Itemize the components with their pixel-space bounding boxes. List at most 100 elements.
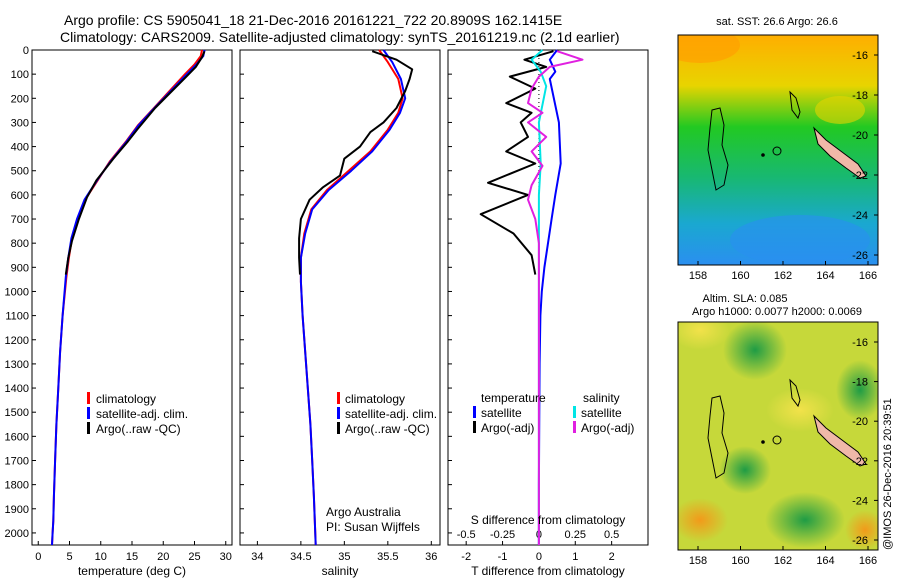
depth-tick-label: 1800 [5, 480, 29, 492]
x-tick-label: 34.5 [290, 551, 311, 563]
legend-label-s-argo: Argo(-adj) [581, 421, 634, 435]
depth-tick-label: 1900 [5, 504, 29, 516]
depth-tick-label: 1000 [5, 286, 29, 298]
map-y-tick-label: -24 [852, 495, 868, 507]
series-line-climatology [299, 49, 404, 546]
x-tick-label: 15 [126, 551, 138, 563]
series-line-satellite-adj-clim [51, 49, 206, 546]
x-tick-label: -1 [498, 551, 508, 563]
legend-label-argo: Argo(..raw -QC) [345, 422, 430, 436]
map-y-tick-label: -20 [852, 130, 868, 142]
difference-plot-frame [447, 49, 649, 546]
salinity-plot-frame [239, 49, 441, 546]
map-y-tick-label: -18 [852, 377, 868, 389]
depth-tick-label: 1500 [5, 407, 29, 419]
depth-tick-label: 600 [11, 190, 29, 202]
x-tick-label: 0 [35, 551, 41, 563]
legend-swatch-s-argo [573, 421, 576, 433]
x-axes: 0 5 10 15 20 25 30 34 34.5 35 35.5 36 -2 -1 0 1 2 -0.5 -0.… [35, 529, 619, 563]
depth-tick-label: 400 [11, 142, 29, 154]
sla-high-patch [678, 498, 728, 542]
legend-swatch-satellite [87, 407, 90, 419]
legend-label-climatology: climatology [96, 392, 156, 406]
argo-position-marker [761, 153, 765, 157]
legend-swatch-s-satellite [573, 406, 576, 418]
salinity-axis-label: salinity [322, 564, 359, 578]
sla-low-patch [723, 322, 787, 380]
difference-series [479, 49, 584, 545]
sla-map-title-line1: Altim. SLA: 0.085 [703, 293, 788, 305]
depth-tick-label: 1200 [5, 335, 29, 347]
x-tick-label-top: 0.25 [565, 529, 586, 541]
map-x-tick-label: 162 [774, 270, 792, 282]
map-y-tick-label: -24 [852, 210, 868, 222]
timestamp-stamp: @IMOS 26-Dec-2016 20:39:51 [882, 398, 894, 550]
map-x-tick-label: 160 [731, 555, 749, 567]
depth-tick-label: 200 [11, 93, 29, 105]
sst-cool-patch [730, 215, 870, 265]
map-x-tick-label: 158 [689, 270, 707, 282]
x-tick-label-top: -0.5 [457, 529, 476, 541]
x-tick-label: 35 [338, 551, 350, 563]
sla-low-patch [836, 360, 878, 420]
temperature-series [51, 49, 206, 546]
sst-map-axes: 158 160 162 164 166 -16 -18 -20 -22 -24 -26 [689, 50, 878, 282]
map-x-tick-label: 162 [774, 555, 792, 567]
series-line-satellite-adj-clim [299, 49, 407, 546]
map-y-tick-label: -26 [852, 250, 868, 262]
legend-swatch-t-satellite [473, 406, 476, 418]
depth-tick-label: 100 [11, 69, 29, 81]
map-y-tick-label: -18 [852, 90, 868, 102]
series-line-argo-raw-qc [298, 50, 414, 275]
argo-position-marker [761, 440, 765, 444]
sst-warm-patch [815, 96, 865, 124]
map-x-tick-label: 164 [816, 270, 834, 282]
legend-label-climatology: climatology [345, 392, 405, 406]
x-tick-label: 5 [66, 551, 72, 563]
x-tick-label: 10 [95, 551, 107, 563]
series-line-satellite [537, 49, 562, 545]
x-tick-label: 35.5 [377, 551, 398, 563]
series-line-argo-adj [527, 50, 584, 545]
legend-swatch-argo [337, 422, 340, 434]
x-tick-label: 36 [425, 551, 437, 563]
depth-tick-label: 0 [23, 45, 29, 57]
depth-tick-label: 1100 [5, 311, 29, 323]
depth-tick-label: 1700 [5, 455, 29, 467]
x-tick-label: 1 [572, 551, 578, 563]
map-x-tick-label: 164 [816, 555, 834, 567]
depth-axis: 0 100 200 300 400 500 600 700 800 900 1000 1100 1200… [5, 45, 452, 540]
x-tick-label: 30 [220, 551, 232, 563]
new-caledonia-land [813, 414, 867, 467]
map-y-tick-label: -20 [852, 416, 868, 428]
depth-tick-label: 1600 [5, 431, 29, 443]
legend-swatch-climatology [337, 392, 340, 404]
sla-map [678, 322, 878, 550]
map-y-tick-label: -22 [852, 170, 868, 182]
series-line-climatology [51, 49, 203, 546]
map-y-tick-label: -26 [852, 535, 868, 547]
series-line-argo-raw-qc [64, 50, 206, 275]
figure-title-line1: Argo profile: CS 5905041_18 21-Dec-2016 … [64, 12, 562, 28]
legend-swatch-satellite [337, 407, 340, 419]
map-y-tick-label: -16 [852, 337, 868, 349]
legend-label-s-satellite: satellite [581, 406, 622, 420]
sla-map-axes: 158 160 162 164 166 -16 -18 -20 -22 -24 -26 [689, 337, 878, 567]
legend-swatch-t-argo [473, 421, 476, 433]
figure-title-line2: Climatology: CARS2009. Satellite-adjuste… [60, 29, 620, 45]
temperature-legend: climatology satellite-adj. clim. Argo(..… [87, 392, 188, 436]
depth-tick-label: 500 [11, 166, 29, 178]
depth-tick-label: 1300 [5, 359, 29, 371]
legend-label-t-argo: Argo(-adj) [481, 421, 534, 435]
sla-high-patch [678, 322, 730, 350]
x-tick-label: 25 [188, 551, 200, 563]
depth-tick-label: 300 [11, 117, 29, 129]
sst-warm-patch [678, 35, 740, 63]
legend-label-t-satellite: satellite [481, 406, 522, 420]
series-line-argo-adj [479, 50, 554, 275]
x-tick-label-top: 0.5 [604, 529, 619, 541]
coastline [789, 90, 801, 120]
x-tick-label-top: -0.25 [490, 529, 515, 541]
depth-tick-label: 900 [11, 262, 29, 274]
map-x-tick-label: 160 [731, 270, 749, 282]
